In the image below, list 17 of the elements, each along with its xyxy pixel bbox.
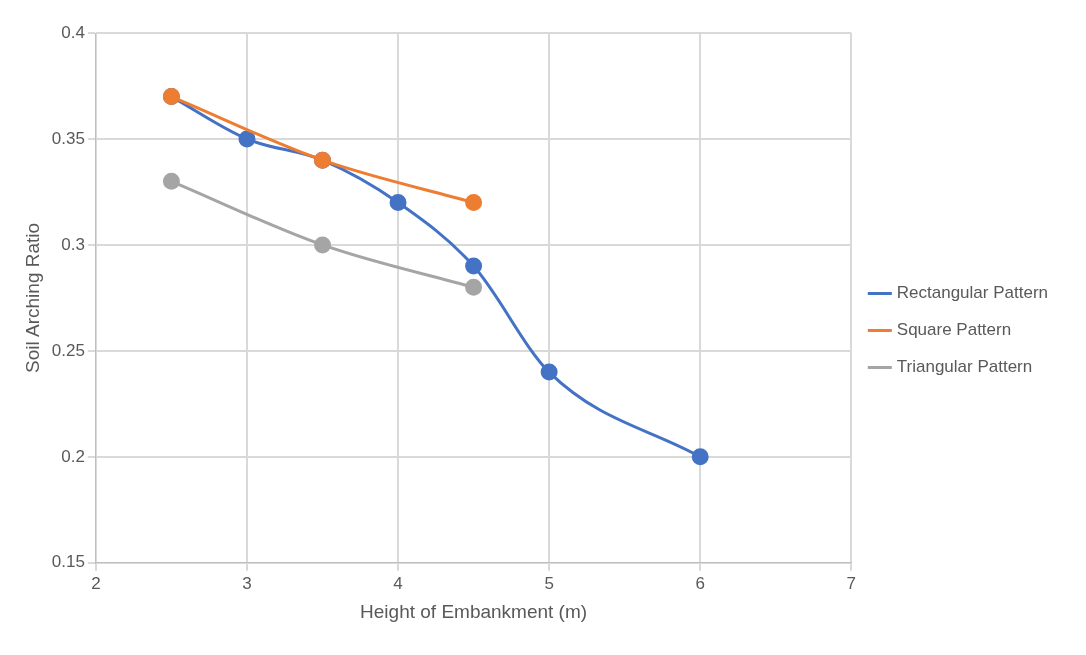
legend-label: Square Pattern: [896, 320, 1012, 340]
legend-label: Rectangular Pattern: [896, 283, 1048, 303]
y-tick-label: 0.25: [51, 340, 85, 360]
y-axis-title: Soil Arching Ratio: [21, 222, 43, 373]
y-tick-label: 0.4: [61, 22, 85, 42]
legend-label: Triangular Pattern: [896, 357, 1033, 377]
y-tick-label: 0.15: [51, 552, 85, 572]
y-tick-label: 0.3: [61, 234, 85, 254]
y-tick-label: 0.2: [61, 446, 85, 466]
x-tick-label: 6: [695, 573, 705, 593]
x-tick-label: 7: [846, 573, 857, 593]
y-tick-label: 0.35: [51, 128, 85, 148]
x-axis-title: Height of Embankment (m): [360, 600, 588, 622]
x-tick-label: 2: [91, 573, 101, 593]
x-tick-label: 3: [242, 573, 252, 593]
x-tick-label: 4: [393, 573, 403, 593]
x-tick-label: 5: [544, 573, 554, 593]
